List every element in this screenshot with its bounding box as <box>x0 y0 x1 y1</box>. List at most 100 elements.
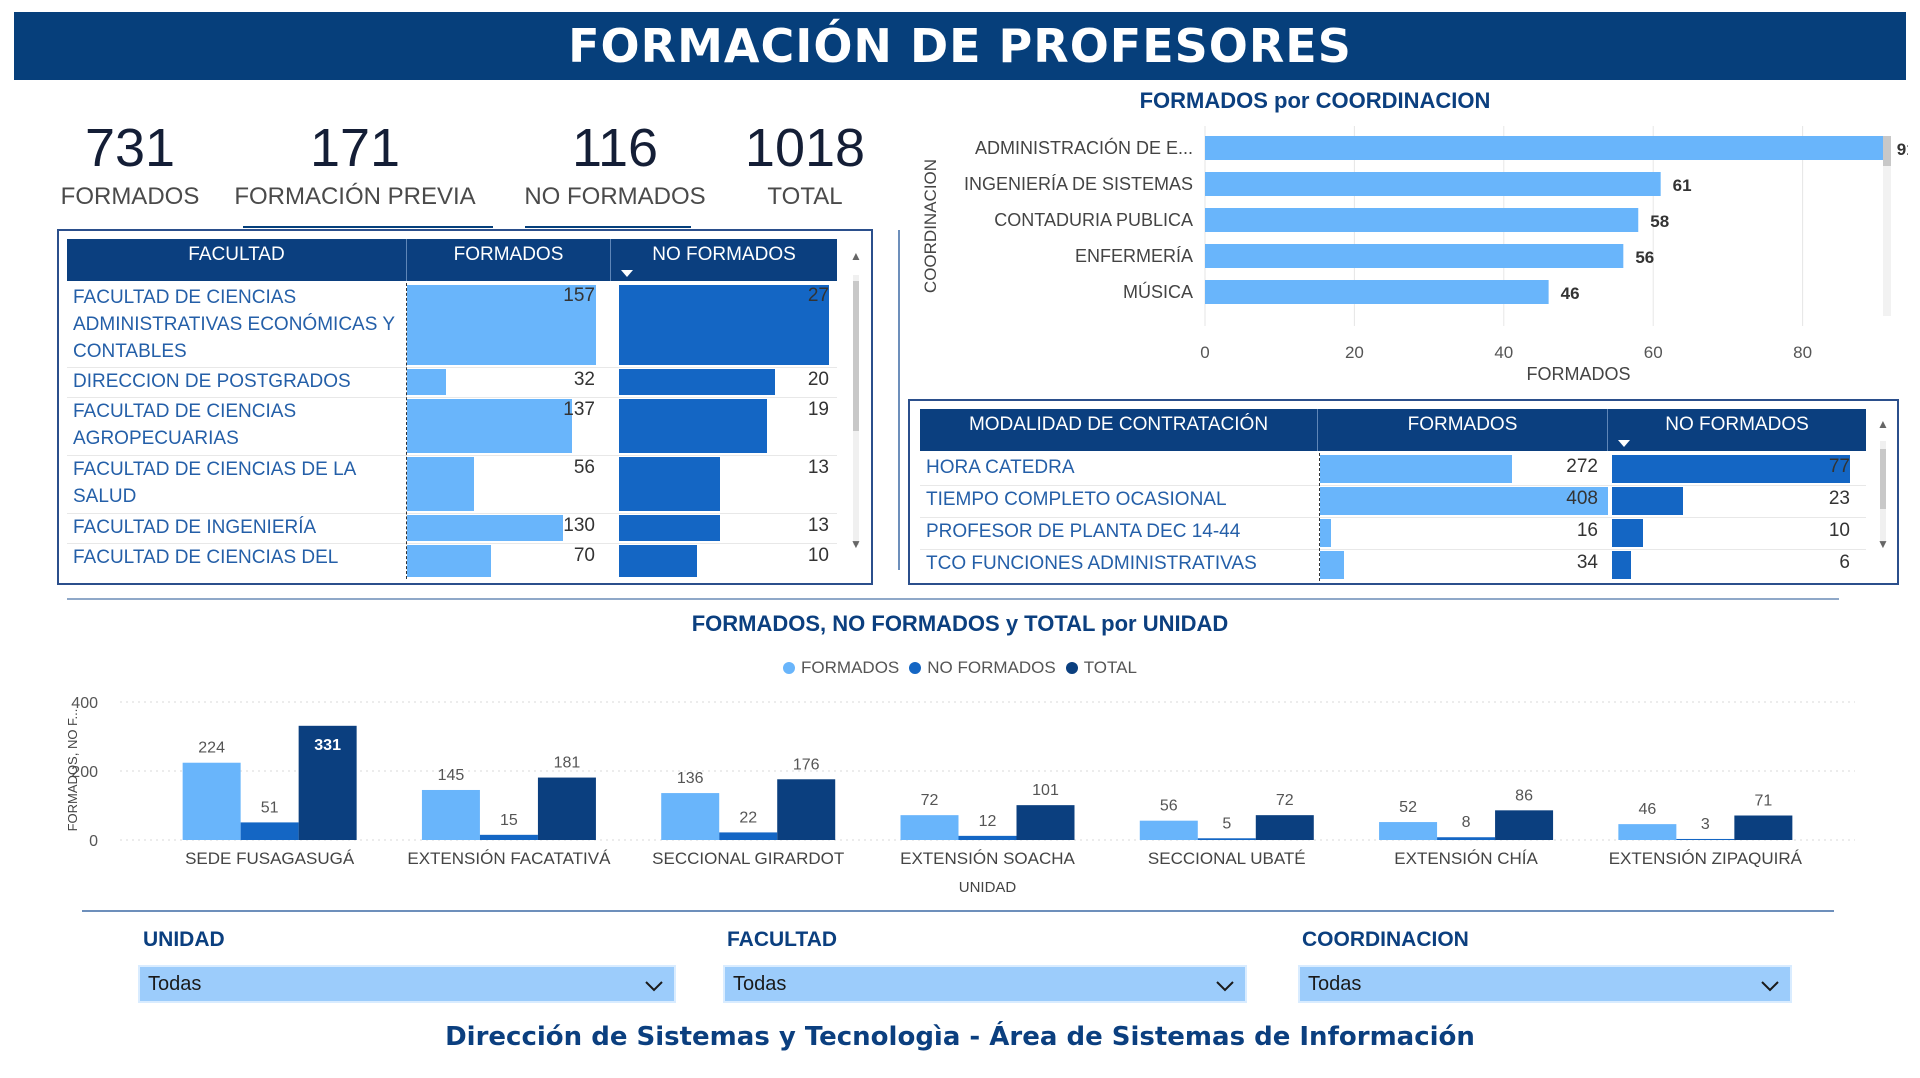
chevron-down-icon <box>1216 981 1234 992</box>
legend-dot-no-formados <box>909 662 922 674</box>
kpi-value: 731 <box>84 118 176 178</box>
sort-desc-icon <box>1618 440 1630 447</box>
scroll-up-icon[interactable]: ▲ <box>1877 417 1889 431</box>
table-row[interactable]: HORA CATEDRA 272 77 <box>920 453 1866 486</box>
row-label: TCO FUNCIONES ADMINISTRATIVAS <box>926 553 1257 574</box>
y-tick-label: CONTADURIA PUBLICA <box>994 210 1193 230</box>
column-header-label: NO FORMADOS <box>1665 414 1809 435</box>
scrollbar-thumb[interactable] <box>1880 449 1886 509</box>
column-divider <box>1319 453 1320 581</box>
page-title: FORMACIÓN DE PROFESORES <box>14 12 1906 80</box>
table-row[interactable]: FACULTAD DE CIENCIAS AGROPECUARIAS 137 19 <box>67 397 837 456</box>
data-label: 72 <box>921 792 939 809</box>
bar <box>1437 837 1496 840</box>
y-tick-label: INGENIERÍA DE SISTEMAS <box>964 174 1193 194</box>
scroll-up-icon[interactable]: ▲ <box>850 249 862 263</box>
bar <box>1205 136 1885 160</box>
bar <box>421 789 480 840</box>
legend-label[interactable]: NO FORMADOS <box>927 658 1056 677</box>
legend-label[interactable]: TOTAL <box>1083 658 1137 677</box>
legend-dot-formados <box>783 662 796 674</box>
no-formados-bar <box>619 457 721 511</box>
x-tick-label: 60 <box>1644 343 1663 362</box>
section-divider <box>82 910 1834 912</box>
chart-scrollbar-track[interactable] <box>1883 136 1891 316</box>
no-formados-bar <box>1612 519 1643 547</box>
table-row[interactable]: TCO FUNCIONES ADMINISTRATIVAS 34 6 <box>920 549 1866 581</box>
column-header-modalidad[interactable]: MODALIDAD DE CONTRATACIÓN <box>920 409 1318 451</box>
formados-bar <box>407 457 475 511</box>
slicer-label-unidad: UNIDAD <box>143 928 225 951</box>
formados-value: 157 <box>563 285 595 306</box>
data-label: 5 <box>1222 815 1231 832</box>
data-label: 51 <box>261 799 279 816</box>
data-label: 331 <box>314 737 341 754</box>
bar <box>900 815 959 840</box>
y-tick-label: ADMINISTRACIÓN DE E... <box>975 137 1193 158</box>
data-label: 181 <box>554 755 581 772</box>
modalidad-table: MODALIDAD DE CONTRATACIÓN FORMADOS NO FO… <box>908 399 1899 585</box>
kpi-value: 1018 <box>744 118 866 178</box>
data-label: 224 <box>198 740 225 757</box>
column-header-facultad[interactable]: FACULTAD <box>67 239 407 281</box>
bar <box>1197 838 1256 840</box>
no-formados-bar <box>619 369 775 395</box>
bar <box>1618 824 1677 840</box>
x-axis-title: FORMADOS <box>1526 364 1630 384</box>
column-header-formados[interactable]: FORMADOS <box>407 239 611 281</box>
bar <box>537 777 596 840</box>
scrollbar-thumb[interactable] <box>853 281 859 431</box>
no-formados-value: 20 <box>807 369 829 390</box>
unidad-dropdown[interactable]: Todas <box>138 965 676 1003</box>
data-label: 71 <box>1754 793 1772 810</box>
x-tick-label: EXTENSIÓN CHÍA <box>1394 849 1538 868</box>
table-row[interactable]: FACULTAD DE CIENCIAS DE LA SALUD 56 13 <box>67 455 837 514</box>
table-row[interactable]: FACULTAD DE CIENCIAS DEL 70 10 <box>67 543 837 579</box>
column-header-label: NO FORMADOS <box>652 244 796 265</box>
table-row[interactable]: FACULTAD DE INGENIERÍA 130 13 <box>67 513 837 544</box>
formados-bar <box>407 399 572 453</box>
legend-label[interactable]: FORMADOS <box>801 658 900 677</box>
table-row[interactable]: DIRECCION DE POSTGRADOS 32 20 <box>67 367 837 398</box>
row-label: HORA CATEDRA <box>926 457 1075 478</box>
data-label: 136 <box>677 770 704 787</box>
y-axis-title: FORMADOS, NO F... <box>65 709 80 832</box>
kpi-label: FORMACIÓN PREVIA <box>234 183 476 210</box>
x-tick-label: SECCIONAL UBATÉ <box>1148 849 1306 868</box>
scroll-down-icon[interactable]: ▼ <box>1877 537 1889 551</box>
no-formados-value: 6 <box>1839 552 1850 573</box>
table-row[interactable]: PROFESOR DE PLANTA DEC 14-44 16 10 <box>920 517 1866 550</box>
row-label: FACULTAD DE CIENCIAS AGROPECUARIAS <box>73 401 297 449</box>
y-tick-label: 0 <box>89 833 98 850</box>
column-header-formados[interactable]: FORMADOS <box>1318 409 1608 451</box>
facultad-dropdown[interactable]: Todas <box>723 965 1247 1003</box>
formados-bar <box>407 369 446 395</box>
chart-scrollbar-thumb[interactable] <box>1883 136 1891 166</box>
table-row[interactable]: FACULTAD DE CIENCIAS ADMINISTRATIVAS ECO… <box>67 283 837 368</box>
bar <box>1205 172 1661 196</box>
data-label: 46 <box>1561 284 1580 303</box>
no-formados-bar <box>619 285 829 365</box>
footer-text: Dirección de Sistemas y Tecnologìa - Áre… <box>445 1022 1475 1052</box>
data-label: 176 <box>793 756 820 773</box>
coordinacion-dropdown[interactable]: Todas <box>1298 965 1792 1003</box>
scroll-down-icon[interactable]: ▼ <box>850 537 862 551</box>
data-label: 91 <box>1897 140 1908 159</box>
column-header-no-formados[interactable]: NO FORMADOS <box>1608 409 1866 451</box>
unidad-chart: 0 200 400 224 51 331 SEDE FUSAGASUGÁ 145 15 181 EX… <box>65 695 1855 896</box>
formados-bar <box>407 515 564 541</box>
table-row[interactable]: TIEMPO COMPLETO OCASIONAL 408 23 <box>920 485 1866 518</box>
coordinacion-chart: 020406080100ADMINISTRACIÓN DE E...91INGE… <box>921 126 1908 384</box>
column-header-no-formados[interactable]: NO FORMADOS <box>611 239 837 281</box>
no-formados-value: 27 <box>807 285 829 306</box>
formados-bar <box>1320 551 1344 579</box>
x-tick-label: EXTENSIÓN FACATATIVÁ <box>407 849 611 868</box>
formados-bar <box>1320 519 1332 547</box>
data-label: 15 <box>500 812 518 829</box>
section-divider <box>898 230 900 570</box>
formados-value: 16 <box>1576 520 1598 541</box>
data-label: 101 <box>1032 782 1059 799</box>
data-label: 3 <box>1701 816 1710 833</box>
y-axis-title: COORDINACION <box>921 159 940 293</box>
bar <box>1016 805 1075 840</box>
